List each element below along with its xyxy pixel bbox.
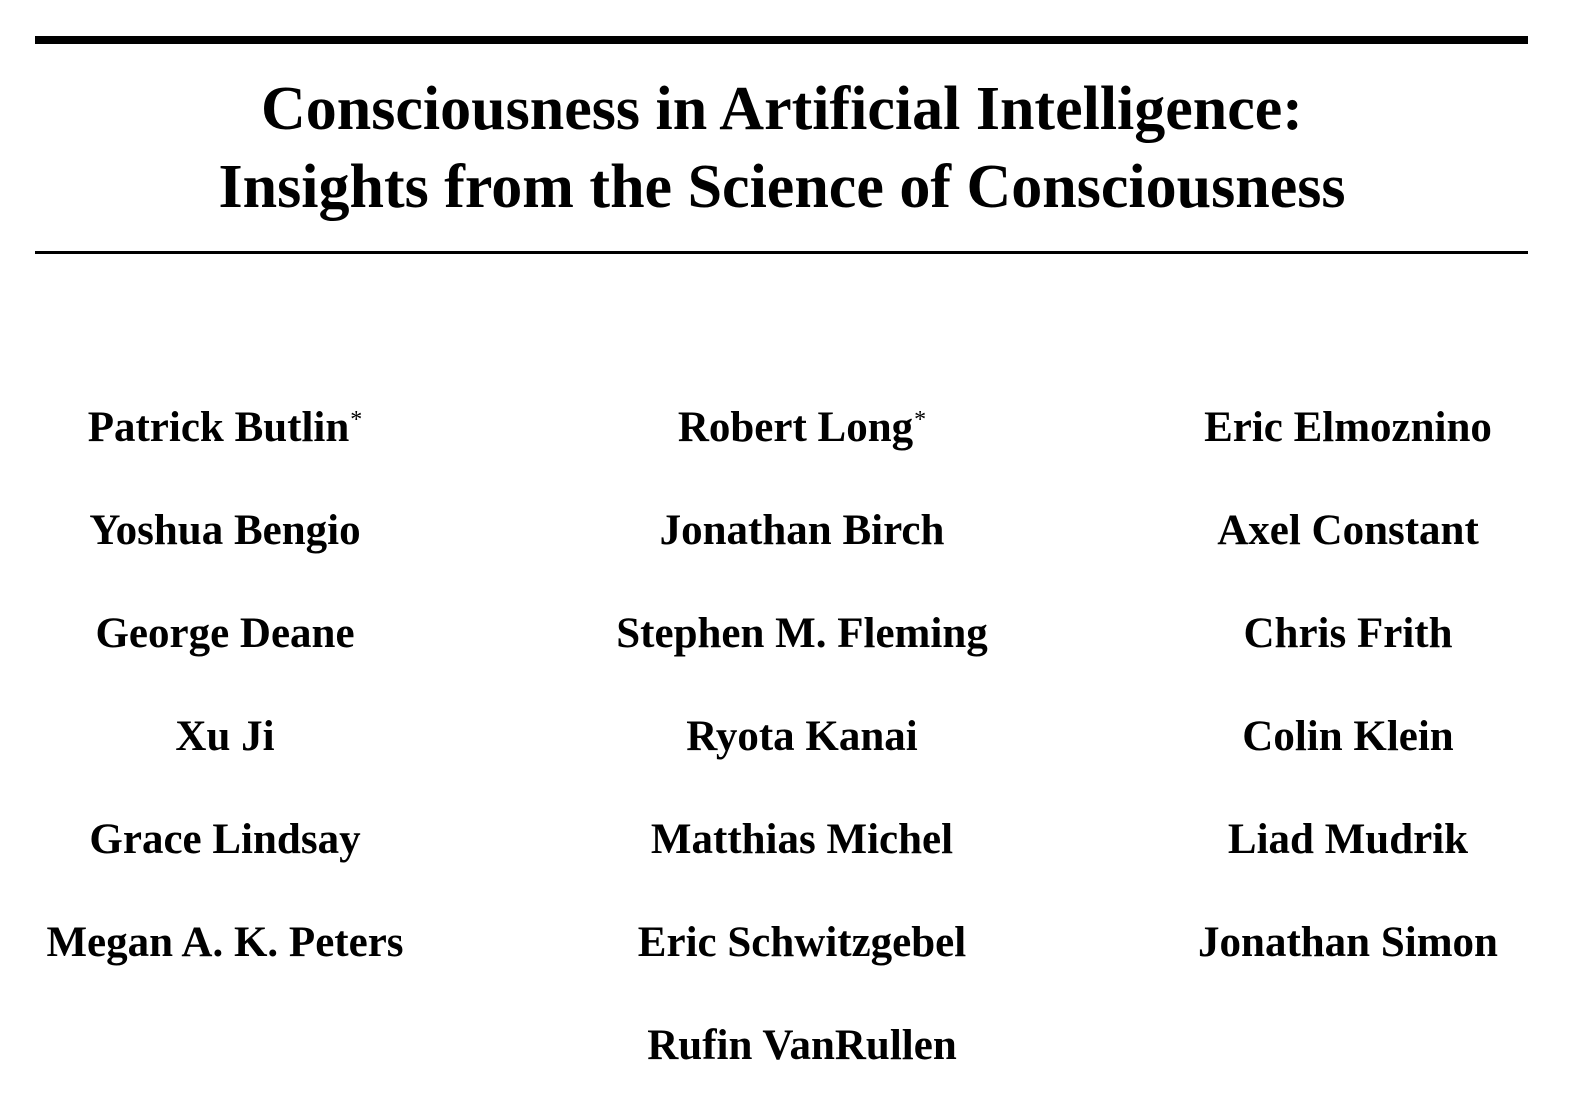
- equal-contribution-mark: *: [914, 407, 927, 433]
- author-name: Eric Elmoznino: [1204, 404, 1492, 451]
- title-line-1: Consciousness in Artificial Intelligence…: [261, 75, 1303, 143]
- author-name: Grace Lindsay: [89, 816, 361, 863]
- author-name: Jonathan Simon: [1198, 919, 1498, 966]
- bottom-rule: [35, 251, 1528, 254]
- author-name: George Deane: [95, 610, 355, 657]
- author-name: Stephen M. Fleming: [616, 610, 988, 657]
- author-name: Ryota Kanai: [686, 713, 918, 760]
- top-rule: [35, 36, 1528, 44]
- paper-title: Consciousness in Artificial Intelligence…: [0, 70, 1564, 226]
- author-name: Patrick Butlin*: [87, 404, 363, 451]
- author-name: Colin Klein: [1242, 713, 1454, 760]
- author-list: Patrick Butlin* Robert Long* Eric Elmozn…: [0, 400, 1574, 1080]
- author-name: Jonathan Birch: [659, 507, 945, 554]
- author-name: Chris Frith: [1243, 610, 1453, 657]
- title-line-2: Insights from the Science of Consciousne…: [218, 153, 1346, 221]
- author-name: Megan A. K. Peters: [46, 919, 404, 966]
- author-name: Axel Constant: [1217, 507, 1479, 554]
- author-name: Rufin VanRullen: [647, 1022, 957, 1069]
- author-name: Xu Ji: [175, 713, 275, 760]
- author-name: Eric Schwitzgebel: [637, 919, 967, 966]
- author-name: Yoshua Bengio: [89, 507, 361, 554]
- equal-contribution-mark: *: [350, 407, 363, 433]
- author-name: Matthias Michel: [650, 816, 954, 863]
- author-name: Robert Long*: [677, 404, 927, 451]
- author-name: Liad Mudrik: [1227, 816, 1469, 863]
